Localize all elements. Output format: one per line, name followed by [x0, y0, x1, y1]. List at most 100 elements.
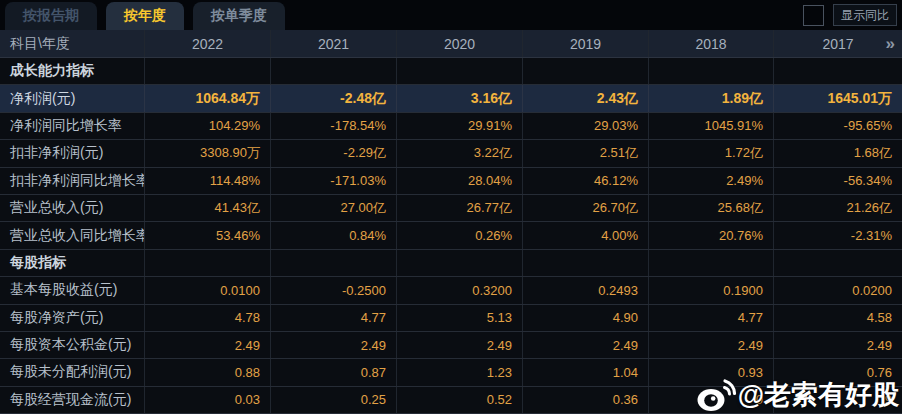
metric-label: 每股经营现金流(元) — [0, 387, 145, 413]
metric-value: 1.72亿 — [649, 140, 774, 166]
metric-value: 2.49 — [523, 332, 649, 358]
show-yoy-checkbox[interactable] — [803, 5, 824, 26]
metric-value — [145, 250, 271, 276]
metric-value: 104.29% — [145, 113, 271, 139]
metric-value: 2.51亿 — [523, 140, 649, 166]
year-column-header: 2018 — [649, 30, 774, 57]
year-label: 2019 — [570, 36, 601, 52]
metric-value: 0.36 — [523, 387, 649, 413]
table-row: 每股未分配利润(元)0.880.871.231.040.930.76 — [0, 359, 902, 386]
metric-value — [397, 250, 523, 276]
year-label: 2021 — [318, 36, 349, 52]
metric-value: 2.49 — [397, 332, 523, 358]
year-label: 2022 — [192, 36, 223, 52]
metric-value — [774, 250, 902, 276]
metric-value — [145, 58, 271, 84]
metric-value: 26.77亿 — [397, 195, 523, 221]
metric-value: 0.88 — [145, 359, 271, 385]
show-yoy-button[interactable]: 显示同比 — [833, 4, 897, 26]
corner-header: 科目\年度 — [0, 30, 145, 57]
metric-value: 1045.91% — [649, 113, 774, 139]
metric-value: -2.48亿 — [271, 85, 397, 111]
table-row: 每股指标 — [0, 250, 902, 277]
tab-annual[interactable]: 按年度 — [106, 2, 184, 30]
metric-value: 41.43亿 — [145, 195, 271, 221]
table-row: 营业总收入(元)41.43亿27.00亿26.77亿26.70亿25.68亿21… — [0, 195, 902, 222]
metric-value: 1645.01万 — [774, 85, 902, 111]
metric-value: 25.68亿 — [649, 195, 774, 221]
period-tabbar: 按报告期 按年度 按单季度 显示同比 — [0, 0, 902, 30]
metric-label: 每股资本公积金(元) — [0, 332, 145, 358]
metric-label: 营业总收入同比增长率 — [0, 222, 145, 248]
metric-value: 1064.84万 — [145, 85, 271, 111]
metric-value: 0.0200 — [774, 277, 902, 303]
metric-value: 0.87 — [271, 359, 397, 385]
metric-value: 0.0100 — [145, 277, 271, 303]
table-row: 成长能力指标 — [0, 58, 902, 85]
metric-value: 1.23 — [397, 359, 523, 385]
metric-value: 0.3200 — [397, 277, 523, 303]
metric-value: 0.84% — [271, 222, 397, 248]
metric-value: -95.65% — [774, 113, 902, 139]
metric-value: 27.00亿 — [271, 195, 397, 221]
metric-value: 26.70亿 — [523, 195, 649, 221]
metric-value: 0.52 — [397, 387, 523, 413]
metric-label: 基本每股收益(元) — [0, 277, 145, 303]
metric-value: 4.78 — [145, 305, 271, 331]
year-label: 2020 — [444, 36, 475, 52]
metric-value: 28.04% — [397, 168, 523, 194]
yoy-controls: 显示同比 — [803, 4, 897, 26]
metric-value: 2.49 — [774, 332, 902, 358]
table-header-row: 科目\年度 2022 2021 2020 2019 2018 2017» — [0, 30, 902, 58]
metric-value: 9 — [774, 387, 902, 413]
year-column-header: 2017» — [774, 30, 902, 57]
year-label: 2018 — [695, 36, 726, 52]
tab-report-period[interactable]: 按报告期 — [5, 2, 97, 30]
metric-value: 0 — [649, 387, 774, 413]
section-header-label: 成长能力指标 — [0, 58, 145, 84]
metric-value — [523, 250, 649, 276]
metric-value: 0.93 — [649, 359, 774, 385]
year-column-header: 2021 — [271, 30, 397, 57]
metric-value: 4.00% — [523, 222, 649, 248]
table-row: 扣非净利润(元)3308.90万-2.29亿3.22亿2.51亿1.72亿1.6… — [0, 140, 902, 167]
metric-value: -178.54% — [271, 113, 397, 139]
metric-value: 4.58 — [774, 305, 902, 331]
metric-value: -0.2500 — [271, 277, 397, 303]
metric-value: 3308.90万 — [145, 140, 271, 166]
metric-value: 2.43亿 — [523, 85, 649, 111]
more-columns-icon[interactable]: » — [886, 35, 895, 52]
year-column-header: 2020 — [397, 30, 523, 57]
table-row: 每股净资产(元)4.784.775.134.904.774.58 — [0, 305, 902, 332]
metric-value: 1.89亿 — [649, 85, 774, 111]
tab-single-quarter[interactable]: 按单季度 — [193, 2, 285, 30]
metric-value: 4.77 — [649, 305, 774, 331]
metric-value: 2.49 — [649, 332, 774, 358]
metric-label: 每股净资产(元) — [0, 305, 145, 331]
metric-value: -56.34% — [774, 168, 902, 194]
metric-value: 0.03 — [145, 387, 271, 413]
metric-value: 5.13 — [397, 305, 523, 331]
table-row: 净利润同比增长率104.29%-178.54%29.91%29.03%1045.… — [0, 113, 902, 140]
metric-value: 4.77 — [271, 305, 397, 331]
metric-label: 营业总收入(元) — [0, 195, 145, 221]
year-column-header: 2019 — [523, 30, 649, 57]
metric-value: 4.90 — [523, 305, 649, 331]
metric-value — [271, 250, 397, 276]
metric-value — [649, 58, 774, 84]
metric-value — [523, 58, 649, 84]
metric-value: 3.16亿 — [397, 85, 523, 111]
table-row: 营业总收入同比增长率53.46%0.84%0.26%4.00%20.76%-2.… — [0, 222, 902, 249]
metric-value: 0.1900 — [649, 277, 774, 303]
metric-value: 0.26% — [397, 222, 523, 248]
metric-value: 0.25 — [271, 387, 397, 413]
metric-value: 20.76% — [649, 222, 774, 248]
metric-value: 1.04 — [523, 359, 649, 385]
metric-value: 29.91% — [397, 113, 523, 139]
metric-value: 2.49% — [649, 168, 774, 194]
metric-value: 21.26亿 — [774, 195, 902, 221]
metric-value: 29.03% — [523, 113, 649, 139]
metric-value — [397, 58, 523, 84]
metric-value: 53.46% — [145, 222, 271, 248]
metric-value: 0.76 — [774, 359, 902, 385]
